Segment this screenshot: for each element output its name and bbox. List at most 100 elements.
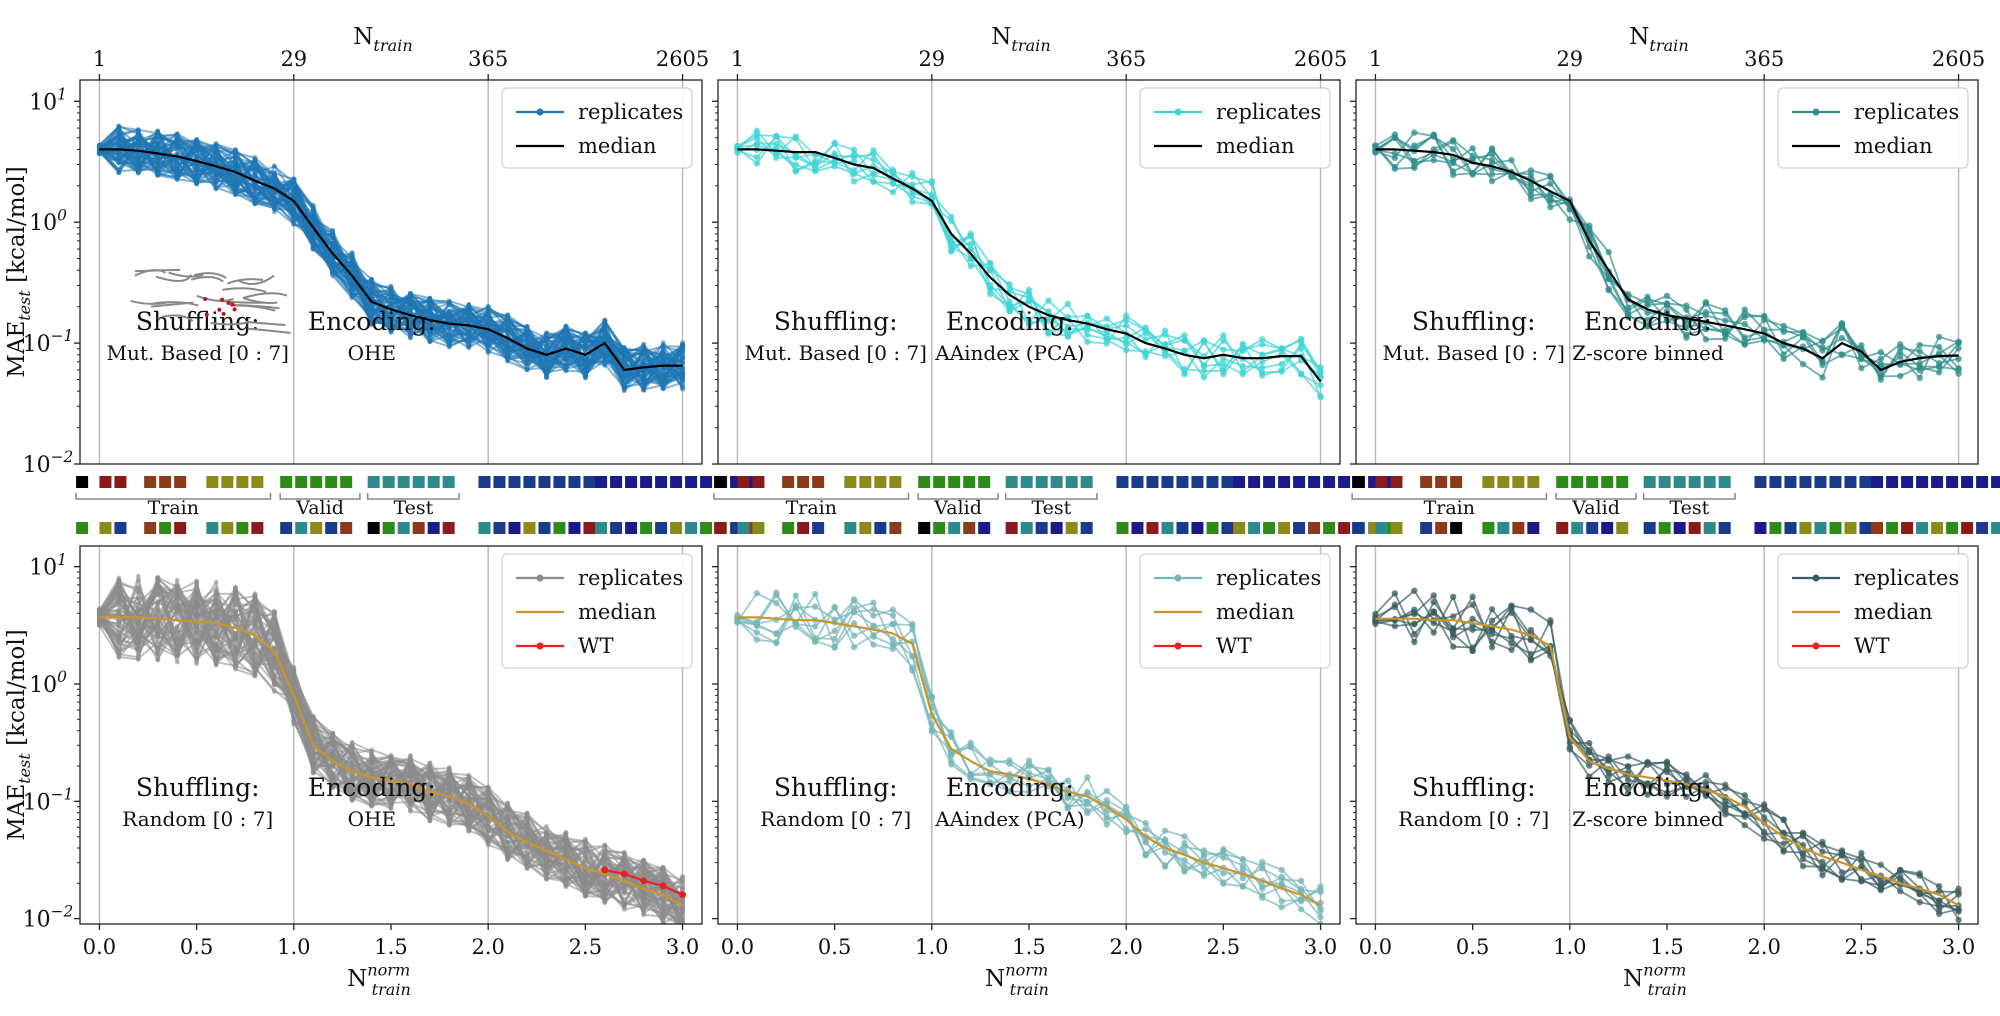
replicate-point	[986, 779, 994, 787]
replicate-point	[1103, 807, 1110, 815]
replicate-point	[602, 317, 608, 323]
replicate-point	[233, 663, 238, 669]
replicate-point	[1084, 331, 1091, 339]
replicate-point	[1220, 360, 1227, 368]
replicate-point	[505, 800, 511, 806]
replicate-point	[194, 163, 200, 169]
encoding-title: Encoding:	[308, 773, 436, 802]
replicate-point	[1122, 338, 1130, 346]
replicate-point	[621, 862, 627, 868]
replicate-point	[1935, 359, 1943, 367]
replicate-point	[349, 255, 355, 261]
replicate-point	[466, 786, 472, 792]
replicate-point	[233, 180, 238, 186]
replicate-point	[446, 308, 452, 314]
replicate-point	[369, 288, 375, 294]
replicate-point	[1239, 371, 1247, 378]
legend-label: median	[578, 600, 657, 624]
top-tick-label: 29	[918, 47, 945, 71]
replicate-point	[544, 331, 549, 337]
replicate-point	[524, 361, 530, 367]
replicate-point	[680, 370, 686, 376]
replicate-point	[505, 851, 511, 857]
replicate-point	[427, 296, 433, 302]
replicate-point	[233, 589, 238, 595]
replicate-point	[563, 364, 569, 370]
replicate-point	[349, 293, 355, 299]
replicate-point	[1084, 774, 1091, 781]
replicate-point	[1508, 157, 1515, 164]
replicate-point	[252, 664, 258, 670]
replicate-point	[252, 200, 258, 206]
replicate-point	[582, 334, 588, 340]
replicate-point	[1372, 142, 1379, 149]
replicate-point	[524, 863, 530, 869]
replicate-point	[505, 814, 511, 820]
legend-marker	[536, 108, 544, 116]
replicate-point	[831, 163, 838, 170]
replicate-point	[986, 771, 994, 778]
replicate-point	[1877, 355, 1885, 362]
replicate-point	[252, 618, 258, 624]
replicate-point	[811, 590, 819, 598]
replicate-point	[582, 877, 588, 883]
replicate-point	[155, 129, 161, 135]
replicate-point	[505, 847, 511, 853]
replicate-point	[602, 895, 608, 901]
replicate-point	[544, 375, 549, 381]
replicate-point	[446, 807, 452, 813]
series-group	[96, 123, 686, 394]
replicate-point	[1317, 392, 1324, 400]
replicate-point	[349, 792, 355, 798]
replicate-point	[135, 630, 141, 636]
legend-label: median	[1854, 134, 1933, 158]
replicate-point	[1220, 355, 1227, 362]
replicate-point	[1741, 320, 1748, 328]
replicate-point	[680, 912, 686, 918]
replicate-point	[310, 236, 316, 242]
series-group	[734, 589, 1324, 924]
replicate-point	[1760, 313, 1768, 321]
replicate-point	[446, 317, 452, 323]
replicate-point	[1411, 129, 1418, 136]
replicate-point	[330, 231, 336, 237]
replicate-point	[1780, 326, 1787, 333]
replicate-point	[233, 192, 238, 198]
replicate-point	[563, 349, 569, 355]
replicate-point	[909, 169, 916, 177]
replicate-point	[524, 339, 530, 345]
series-group	[96, 572, 687, 924]
replicate-point	[407, 298, 413, 304]
replicate-point	[1084, 798, 1091, 806]
replicate-point	[1297, 337, 1305, 344]
replicate-point	[563, 873, 569, 879]
replicate-point	[369, 782, 375, 788]
replicate-point	[870, 633, 877, 640]
replicate-point	[369, 322, 375, 328]
replicate-point	[1877, 349, 1885, 356]
replicate-point	[1702, 308, 1710, 316]
replicate-point	[660, 905, 666, 911]
replicate-point	[1683, 320, 1690, 327]
replicate-point	[427, 760, 433, 766]
bottom-axis-label: Nnorm train	[985, 961, 1049, 1000]
replicate-point	[1644, 316, 1651, 323]
replicate-point	[310, 770, 316, 776]
replicate-point	[174, 651, 180, 657]
y-tick-label: 10−2	[23, 903, 74, 933]
wt-point	[640, 877, 648, 885]
replicate-point	[1084, 324, 1091, 331]
replicate-point	[753, 141, 761, 149]
replicate-point	[1278, 873, 1285, 880]
replicate-point	[1297, 896, 1305, 903]
replicate-point	[1045, 328, 1052, 336]
legend-label: replicates	[578, 100, 683, 124]
replicate-point	[524, 844, 530, 850]
replicate-point	[602, 853, 608, 859]
axes-frame	[717, 79, 1341, 465]
x-tick-label: 1.5	[1012, 935, 1045, 959]
replicate-point	[1955, 345, 1962, 352]
replicate-point	[1663, 781, 1671, 788]
protein-strand	[227, 278, 264, 285]
